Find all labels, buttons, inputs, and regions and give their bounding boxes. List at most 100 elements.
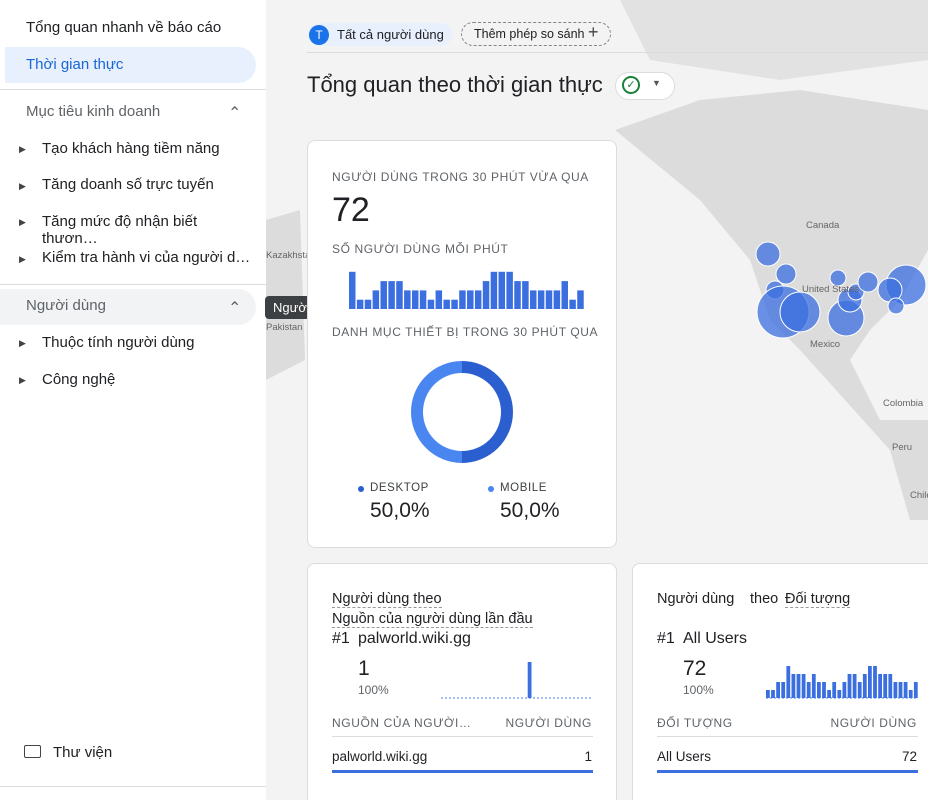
map-label: United States [802, 284, 860, 295]
card-title[interactable]: theo [750, 591, 779, 607]
bar [356, 299, 364, 309]
library[interactable]: Thư viện [53, 744, 113, 761]
nav-item[interactable]: Tạo khách hàng tiềm năng [42, 140, 220, 157]
trend-bar [898, 682, 903, 698]
trend-bar [847, 674, 852, 698]
divider [657, 736, 918, 737]
row-value: 1 [584, 749, 592, 764]
bar [498, 271, 506, 309]
bar [459, 290, 466, 309]
sidebar: Tổng quan nhanh về báo cáo Thời gian thự… [0, 0, 266, 800]
trend-bar [837, 690, 842, 698]
users-count: 72 [332, 191, 370, 229]
bar [349, 271, 356, 309]
column-header: NGƯỜI DÙNG [830, 716, 917, 730]
bar [451, 299, 458, 309]
compare-chip[interactable] [461, 22, 611, 46]
map-label: Canada [806, 220, 840, 231]
row-name: palworld.wiki.gg [332, 749, 428, 764]
audience-chip[interactable] [308, 23, 452, 46]
rank: #1 [332, 630, 350, 647]
section-title[interactable]: Mục tiêu kinh doanh [26, 103, 161, 120]
divider [332, 736, 593, 737]
row-name: All Users [657, 749, 712, 764]
bar [514, 281, 521, 309]
bar [435, 290, 443, 309]
nav-item[interactable]: Thời gian thực [26, 56, 124, 73]
audience[interactable]: Tất cả người dùng [337, 27, 444, 42]
row-bar [657, 770, 918, 773]
map-label: Mexico [810, 339, 841, 350]
column-header: NGƯỜI DÙNG [505, 716, 592, 730]
map-bubbles [755, 241, 927, 339]
map-label: Pakistan [266, 322, 303, 333]
nav-item[interactable]: Tăng doanh số trực tuyến [42, 176, 214, 193]
nav-item[interactable]: Tổng quan nhanh về báo cáo [26, 19, 222, 36]
legend-value: 50,0% [370, 499, 430, 522]
trend-bar [913, 682, 918, 698]
nav-item[interactable]: Tăng mức độ nhận biết thươn… [42, 213, 198, 247]
section-title[interactable]: Người dùng [26, 297, 106, 314]
card-title[interactable]: Nguồn của người dùng lần đầu [332, 611, 533, 628]
bar [506, 271, 513, 309]
top-name: palworld.wiki.gg [358, 630, 471, 647]
legend-name: MOBILE [500, 482, 548, 494]
row-bar [332, 770, 593, 773]
nav-item[interactable]: Thuộc tính người dùng [42, 334, 195, 351]
legend-dot [488, 486, 494, 492]
bar [553, 290, 561, 309]
trend-bar [781, 682, 786, 698]
legend-value: 50,0% [500, 499, 560, 522]
top-share: 100% [358, 683, 389, 697]
source-card: Người dùng theo Nguồn của người dùng lần … [307, 563, 617, 800]
trend-bar [796, 674, 801, 698]
trend-bar [868, 666, 872, 698]
nav-selected[interactable] [5, 47, 256, 83]
legend-name: DESKTOP [370, 482, 429, 494]
bar [388, 281, 395, 309]
top-value: 1 [358, 657, 370, 680]
donut-segment [461, 361, 513, 463]
compare[interactable]: Thêm phép so sánh [474, 27, 585, 41]
trend-chart [766, 666, 918, 699]
trend-bar [827, 690, 831, 698]
trend-bar [903, 682, 908, 698]
bar [482, 281, 490, 309]
trend-bar [766, 690, 770, 698]
trend-bar [878, 674, 882, 698]
bar [380, 281, 387, 309]
bar [474, 290, 482, 309]
trend-bar [822, 682, 826, 698]
trend-bar [893, 682, 898, 698]
bar [522, 281, 529, 309]
bar [545, 290, 553, 309]
trend-bar [873, 666, 877, 698]
trend-bar [888, 674, 893, 698]
bar [404, 290, 411, 309]
trend-bar [791, 674, 796, 698]
bar [419, 290, 427, 309]
label: DANH MỤC THIẾT BỊ TRONG 30 PHÚT QUA [332, 325, 599, 339]
bar [443, 299, 450, 309]
trend-bar [832, 682, 837, 698]
card-title[interactable]: Người dùng theo [332, 591, 442, 608]
bar [537, 290, 545, 309]
trend-bar [862, 674, 867, 698]
trend-bar [801, 674, 806, 698]
map-label: Chile [910, 490, 928, 501]
trend-bar [806, 682, 811, 698]
bar [561, 281, 568, 309]
bar [372, 290, 380, 309]
nav-item[interactable]: Kiểm tra hành vi của người d… [42, 249, 251, 266]
card-title[interactable]: Đối tượng [785, 591, 851, 608]
audience-card: Người dùng theo Đối tượng #1 All Users 72 100%… [632, 563, 928, 800]
realtime-card: NGƯỜI DÙNG TRONG 30 PHÚT VỪA QUA 72 SỐ N… [307, 140, 617, 548]
top-name: All Users [683, 630, 748, 647]
row-value: 72 [901, 749, 917, 764]
nav-item[interactable]: Công nghệ [42, 371, 116, 388]
trend-bar [852, 674, 857, 698]
bar [411, 290, 419, 309]
card-title[interactable]: Người dùng [657, 591, 735, 607]
bar [569, 299, 576, 309]
